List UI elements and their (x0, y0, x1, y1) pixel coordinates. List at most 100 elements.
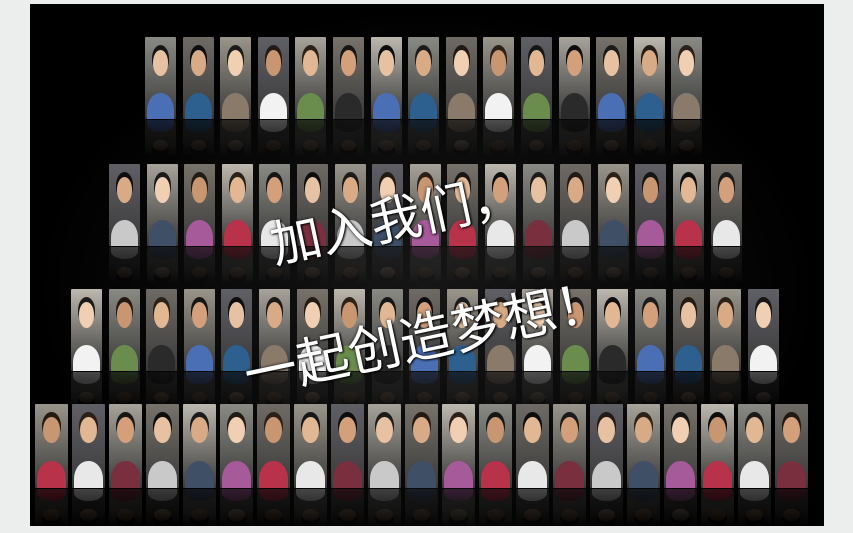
photo-row-4 (30, 4, 824, 526)
portrait-photo (483, 37, 514, 119)
portrait-photo (331, 404, 364, 488)
portrait-photo (333, 37, 364, 119)
portrait-reflection (775, 489, 808, 526)
portrait-photo (184, 289, 215, 371)
portrait-reflection (331, 489, 364, 526)
portrait-photo (220, 404, 253, 488)
portrait-reflection (559, 120, 590, 157)
portrait-photo (590, 404, 623, 488)
portrait-reflection (408, 120, 439, 157)
portrait-reflection (442, 489, 475, 526)
portrait-photo (297, 289, 328, 371)
portrait-reflection (634, 120, 665, 157)
portrait-photo (297, 164, 328, 246)
portrait-reflection (222, 247, 253, 284)
portrait-photo (184, 164, 215, 246)
portrait-photo (560, 289, 591, 371)
portrait-photo (634, 37, 665, 119)
portrait-reflection (258, 120, 289, 157)
portrait-photo (146, 404, 179, 488)
portrait-reflection (627, 489, 660, 526)
portrait-photo (559, 37, 590, 119)
portrait-reflection (146, 489, 179, 526)
portrait-reflection (109, 247, 140, 284)
portrait-reflection (405, 489, 438, 526)
portrait-photo (673, 164, 704, 246)
portrait-reflection (446, 120, 477, 157)
portrait-reflection (183, 120, 214, 157)
portrait-photo (442, 404, 475, 488)
portrait-photo (635, 164, 666, 246)
portrait-photo (711, 164, 742, 246)
portrait-reflection (35, 489, 68, 526)
portrait-photo (522, 289, 553, 371)
portrait-photo (410, 164, 441, 246)
portrait-photo (701, 404, 734, 488)
portrait-photo (479, 404, 512, 488)
portrait-photo (372, 289, 403, 371)
portrait-photo (516, 404, 549, 488)
portrait-reflection (447, 247, 478, 284)
portrait-reflection (553, 489, 586, 526)
portrait-photo (109, 404, 142, 488)
portrait-photo (560, 164, 591, 246)
portrait-photo (221, 289, 252, 371)
portrait-reflection (711, 247, 742, 284)
portrait-reflection (220, 489, 253, 526)
portrait-reflection (635, 247, 666, 284)
portrait-reflection (109, 489, 142, 526)
portrait-photo (748, 289, 779, 371)
portrait-photo (335, 164, 366, 246)
portrait-photo (635, 289, 666, 371)
portrait-photo (405, 404, 438, 488)
portrait-photo (334, 289, 365, 371)
portrait-photo (146, 289, 177, 371)
portrait-photo (71, 289, 102, 371)
portrait-photo (598, 164, 629, 246)
portrait-photo (72, 404, 105, 488)
portrait-photo (35, 404, 68, 488)
photo-wall-poster: 加入我们， 一起创造梦想！ (30, 4, 824, 526)
portrait-photo (523, 164, 554, 246)
portrait-photo (408, 37, 439, 119)
portrait-reflection (294, 489, 327, 526)
photo-row-1 (30, 4, 824, 157)
portrait-photo (145, 37, 176, 119)
portrait-reflection (220, 120, 251, 157)
portrait-photo (447, 164, 478, 246)
portrait-reflection (521, 120, 552, 157)
portrait-reflection (147, 247, 178, 284)
portrait-photo (372, 164, 403, 246)
portrait-photo (553, 404, 586, 488)
portrait-photo (521, 37, 552, 119)
portrait-photo (664, 404, 697, 488)
portrait-photo (259, 289, 290, 371)
portrait-reflection (257, 489, 290, 526)
portrait-reflection (410, 247, 441, 284)
portrait-reflection (184, 247, 215, 284)
portrait-photo (259, 164, 290, 246)
portrait-reflection (333, 120, 364, 157)
portrait-photo (738, 404, 771, 488)
portrait-reflection (183, 489, 216, 526)
photo-row-3 (30, 4, 824, 409)
portrait-photo (710, 289, 741, 371)
portrait-reflection (371, 120, 402, 157)
portrait-reflection (516, 489, 549, 526)
portrait-photo (671, 37, 702, 119)
portrait-photo (257, 404, 290, 488)
portrait-reflection (368, 489, 401, 526)
portrait-photo (183, 37, 214, 119)
portrait-photo (109, 164, 140, 246)
portrait-photo (368, 404, 401, 488)
portrait-reflection (590, 489, 623, 526)
portrait-photo (409, 289, 440, 371)
portrait-photo (485, 164, 516, 246)
portrait-reflection (483, 120, 514, 157)
portrait-reflection (479, 489, 512, 526)
portrait-photo (673, 289, 704, 371)
portrait-photo (222, 164, 253, 246)
portrait-photo (109, 289, 140, 371)
portrait-photo (220, 37, 251, 119)
portrait-photo (371, 37, 402, 119)
